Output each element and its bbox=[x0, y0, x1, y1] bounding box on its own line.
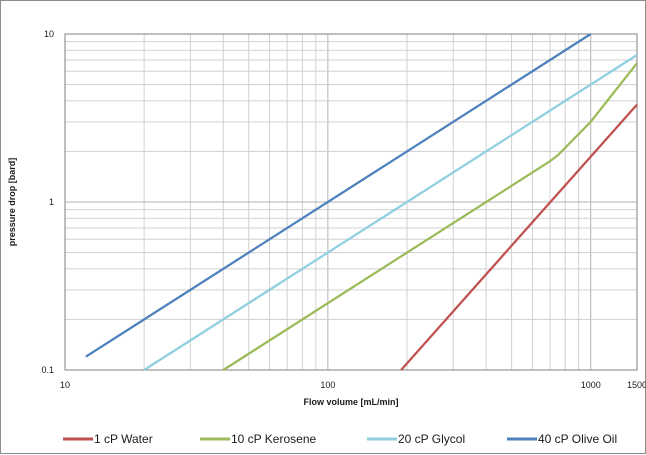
series-line-2 bbox=[222, 62, 638, 371]
x-tick-label: 10 bbox=[60, 380, 70, 390]
series-line-3 bbox=[143, 54, 638, 371]
x-tick-label: 1000 bbox=[581, 380, 601, 390]
plot-area bbox=[64, 33, 638, 371]
legend-label: 10 cP Kerosene bbox=[231, 432, 316, 446]
x-tick-label: 1500 bbox=[627, 380, 646, 390]
legend: 1 cP Water 10 cP Kerosene 20 cP Glycol 40 c… bbox=[63, 432, 617, 446]
y-tick-label: 10 bbox=[44, 29, 54, 39]
y-tick-label: 1 bbox=[49, 197, 54, 207]
tick-labels: 10 100 1000 1500 0.1 1 10 bbox=[41, 29, 646, 390]
series-line-4 bbox=[85, 33, 592, 358]
series-line-1 bbox=[400, 103, 638, 371]
x-axis-label: Flow volume [mL/min] bbox=[303, 397, 398, 407]
x-tick-label: 100 bbox=[320, 380, 335, 390]
legend-label: 40 cP Olive Oil bbox=[538, 432, 617, 446]
y-tick-label: 0.1 bbox=[41, 365, 54, 375]
legend-label: 1 cP Water bbox=[94, 432, 153, 446]
y-axis-label: pressure drop [bard] bbox=[7, 158, 17, 247]
legend-label: 20 cP Glycol bbox=[398, 432, 465, 446]
series-lines bbox=[85, 33, 638, 371]
